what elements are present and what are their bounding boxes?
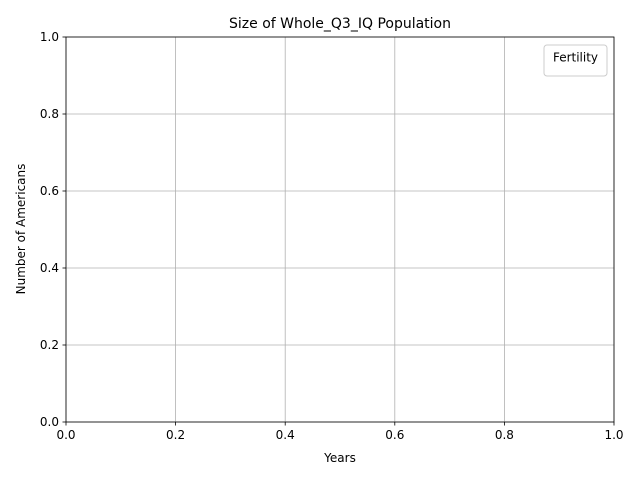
x-axis-ticks: 0.0 0.2 0.4 0.6 0.8 1.0 [56, 422, 624, 442]
x-tick-label: 0.0 [56, 428, 75, 442]
x-tick-label: 0.8 [495, 428, 514, 442]
y-tick-label: 1.0 [40, 30, 59, 44]
y-tick-label: 0.6 [40, 184, 59, 198]
plot-frame [65, 36, 615, 423]
legend-title: Fertility [553, 51, 598, 65]
x-axis-label: Years [323, 451, 356, 465]
x-tick-label: 0.2 [166, 428, 185, 442]
y-tick-label: 0.8 [40, 107, 59, 121]
x-tick-label: 0.4 [276, 428, 295, 442]
y-axis-label: Number of Americans [14, 164, 28, 295]
y-axis-ticks: 0.0 0.2 0.4 0.6 0.8 1.0 [40, 30, 66, 429]
chart-title: Size of Whole_Q3_IQ Population [229, 16, 451, 32]
legend: Fertility [543, 44, 608, 77]
x-tick-label: 0.6 [385, 428, 404, 442]
legend-box [543, 44, 608, 77]
plot-area [66, 37, 614, 422]
y-tick-label: 0.0 [40, 415, 59, 429]
y-tick-label: 0.4 [40, 261, 59, 275]
x-tick-label: 1.0 [604, 428, 623, 442]
y-tick-label: 0.2 [40, 338, 59, 352]
